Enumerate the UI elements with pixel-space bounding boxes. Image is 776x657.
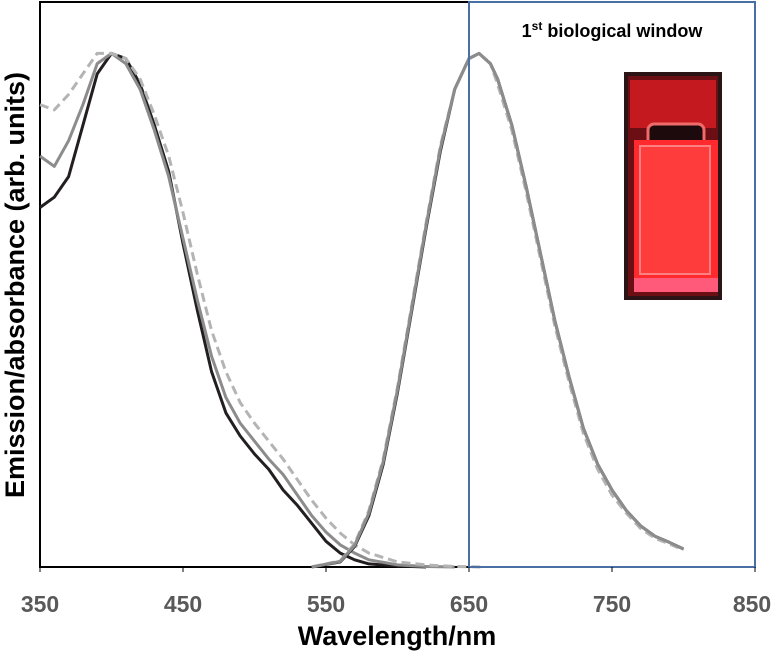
x-tick-label: 350: [21, 591, 59, 617]
window-label-part: st: [532, 19, 543, 33]
x-tick-label: 450: [164, 591, 202, 617]
line: [39, 51, 427, 569]
x-tick-label: 850: [733, 591, 771, 617]
window-label: 1st biological window: [522, 19, 704, 41]
x-tick-label: 650: [450, 591, 488, 617]
window-label-part: biological window: [547, 21, 703, 41]
line: [39, 51, 455, 569]
line: [311, 51, 685, 569]
x-axis-label: Wavelength/nm: [298, 621, 497, 651]
line: [39, 51, 484, 569]
window-label-part: 1: [522, 21, 532, 41]
y-axis-label: Emission/absorbance (arb. units): [0, 72, 30, 498]
x-tick-label: 550: [307, 591, 345, 617]
x-tick-label: 750: [593, 591, 631, 617]
cuvette-photo: [624, 72, 722, 300]
line: [311, 51, 685, 569]
